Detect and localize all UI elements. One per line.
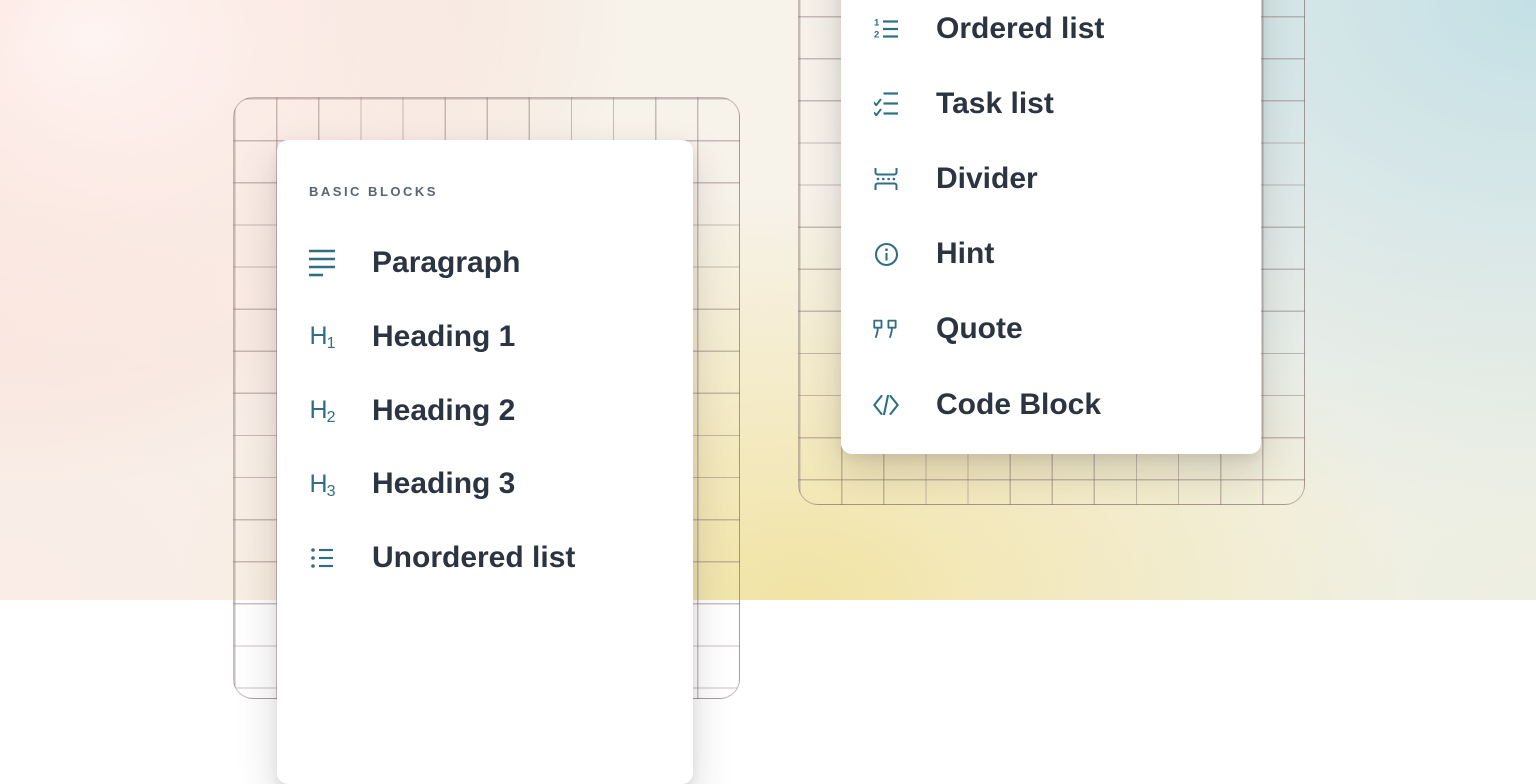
svg-text:2: 2	[874, 29, 879, 40]
svg-text:1: 1	[874, 17, 880, 28]
